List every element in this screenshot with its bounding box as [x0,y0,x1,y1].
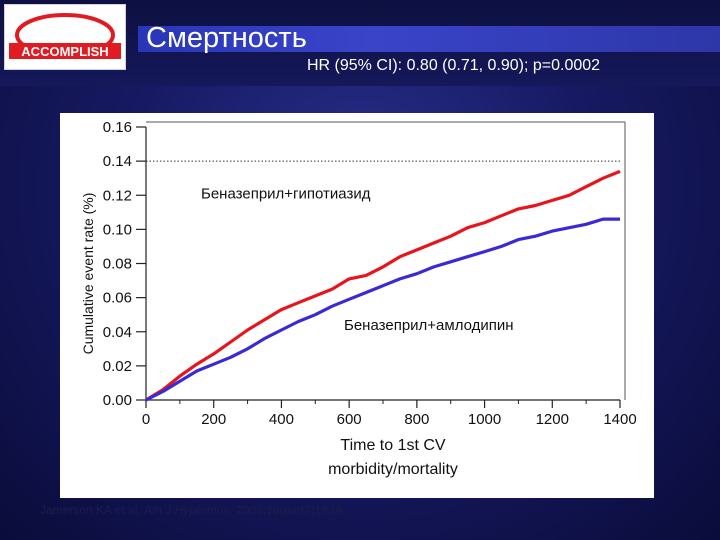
x-axis-title: Time to 1st CV [340,437,446,454]
x-tick-label: 600 [337,411,362,428]
x-tick-label: 0 [142,411,150,428]
x-tick-label: 800 [404,411,429,428]
y-tick-label: 0.04 [103,324,132,341]
citation-journal: Am J Hypertens. [144,503,233,517]
x-tick-label: 1000 [468,411,501,428]
chart-labels: Cumulative event rate (%) Time to 1st CV m… [80,186,514,478]
chart-series [145,169,621,402]
logo-banner [9,43,121,59]
y-tick-label: 0.12 [103,187,132,204]
logo-text: ACCOMPLISH [21,44,108,59]
x-tick-label: 200 [201,411,226,428]
y-tick-label: 0.02 [103,358,132,375]
accomplish-logo: ACCOMPLISH [4,4,126,70]
chart-panel: 0.00 0.02 0.04 0.06 0.08 0.10 0.12 0.14 0.16 0 200… [60,113,654,498]
x-tick-label: 1400 [603,411,636,428]
x-tick-label: 1200 [536,411,569,428]
y-tick-label: 0.16 [103,119,132,136]
slide-title: Смертность [146,22,307,54]
x-tick-label: 400 [269,411,294,428]
y-tick-label: 0.14 [103,153,132,170]
series-line-amlodipine [145,217,620,402]
y-tick-label: 0.00 [103,392,132,409]
x-axis-title: morbidity/mortality [328,461,458,478]
chart-axes: 0.00 0.02 0.04 0.06 0.08 0.10 0.12 0.14 0.16 0 200… [103,119,637,428]
km-chart: 0.00 0.02 0.04 0.06 0.08 0.10 0.12 0.14 0.16 0 200… [80,119,637,478]
series-annotation-amlodipine: Беназеприл+амлодипин [344,317,514,334]
series-line-hydrochlorothiazide [145,169,621,402]
citation-details: 2003;16(part2)193A. [236,503,347,517]
y-axis-title: Cumulative event rate (%) [80,193,96,355]
series-annotation-hydrochlorothiazide: Беназеприл+гипотиазид [201,186,371,203]
hazard-ratio-text: HR (95% CI): 0.80 (0.71, 0.90); p=0.0002 [307,57,601,74]
title-stripe [138,26,720,52]
y-tick-label: 0.06 [103,290,132,307]
y-tick-label: 0.10 [103,221,132,238]
logo-graphic: ACCOMPLISH [9,13,121,59]
y-tick-label: 0.08 [103,256,132,273]
citation-authors: Jamerson KA et al. [40,503,141,517]
citation: Jamerson KA et al. Am J Hypertens. 2003;… [40,503,346,517]
